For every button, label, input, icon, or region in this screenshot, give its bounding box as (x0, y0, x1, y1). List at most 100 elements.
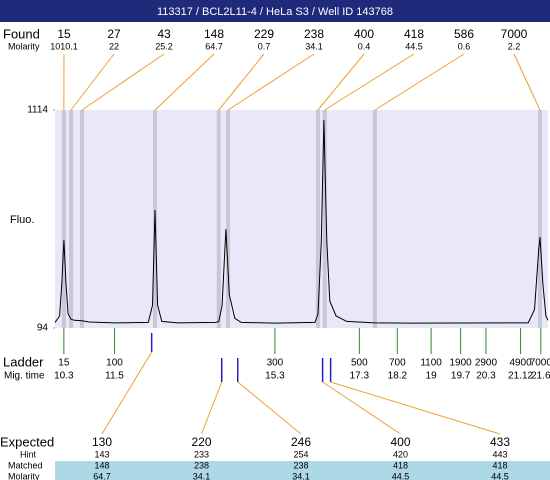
found-link (218, 53, 265, 111)
found-molarity: 34.1 (305, 41, 323, 51)
expected-matched: 238 (194, 460, 209, 470)
found-peak-band (315, 110, 320, 328)
found-size: 27 (107, 27, 121, 41)
found-molarity: 1010.1 (50, 41, 78, 51)
y-tick-label: 1114 (27, 105, 48, 116)
expected-size: 400 (390, 435, 410, 449)
y-tick-label: 94 (37, 323, 49, 334)
ladder-size: 100 (106, 358, 123, 369)
expected-hint: 420 (393, 449, 408, 459)
expected-hint: 233 (194, 449, 209, 459)
expected-matched: 238 (293, 460, 308, 470)
found-peak-band (372, 110, 377, 328)
ladder-time: 21.12 (508, 371, 533, 382)
found-size: 418 (404, 27, 424, 41)
found-size: 15 (57, 27, 71, 41)
expected-link (237, 381, 302, 435)
found-size: 238 (304, 27, 324, 41)
found-size: 43 (157, 27, 171, 41)
found-size: 148 (204, 27, 224, 41)
ladder-size: 4900 (509, 358, 532, 369)
found-link (81, 53, 165, 111)
expected-matched: 148 (94, 460, 109, 470)
found-link (70, 53, 115, 111)
ladder-time: 15.3 (265, 371, 285, 382)
expected-link (330, 381, 501, 435)
found-molarity: 22 (109, 41, 119, 51)
found-molarity: 0.7 (258, 41, 271, 51)
found-peak-band (322, 110, 327, 328)
ladder-time: 17.3 (350, 371, 370, 382)
found-link (317, 53, 365, 111)
mig-time-label: Mig. time (4, 371, 45, 382)
found-molarity: 44.5 (405, 41, 423, 51)
found-label: Found (3, 26, 40, 41)
ladder-size: 1900 (450, 358, 473, 369)
expected-hint: 143 (94, 449, 109, 459)
expected-link (101, 351, 153, 435)
title-bar (0, 0, 550, 22)
expected-molarity-label: Molarity (8, 471, 40, 480)
expected-molarity: 44.5 (491, 471, 509, 480)
ladder-label: Ladder (3, 354, 44, 369)
found-size: 7000 (501, 27, 528, 41)
ladder-size: 1100 (420, 358, 442, 369)
expected-hint: 254 (293, 449, 308, 459)
found-peak-band (61, 110, 66, 328)
ladder-size: 2900 (475, 358, 498, 369)
found-molarity: 64.7 (205, 41, 223, 51)
matched-row (55, 461, 550, 480)
found-size: 400 (354, 27, 374, 41)
ladder-time: 20.3 (476, 371, 496, 382)
expected-label: Expected (0, 434, 54, 449)
ladder-time: 18.2 (388, 371, 408, 382)
expected-molarity: 34.1 (292, 471, 310, 480)
ladder-time: 19.7 (451, 371, 471, 382)
found-molarity: 0.6 (458, 41, 471, 51)
ladder-size: 15 (58, 358, 70, 369)
expected-link (322, 381, 401, 435)
expected-size: 130 (92, 435, 112, 449)
ladder-time: 11.5 (105, 371, 124, 382)
found-molarity: 25.2 (155, 41, 173, 51)
expected-size: 246 (291, 435, 311, 449)
matched-label: Matched (8, 460, 43, 470)
title: 113317 / BCL2L11-4 / HeLa S3 / Well ID 1… (157, 6, 393, 18)
plot-area (55, 110, 548, 328)
expected-molarity: 64.7 (93, 471, 111, 480)
expected-hint: 443 (492, 449, 507, 459)
found-peak-band (69, 110, 74, 328)
found-size: 229 (254, 27, 274, 41)
found-link (374, 53, 465, 111)
found-link (227, 53, 315, 111)
found-peak-band (216, 110, 221, 328)
hint-label: Hint (20, 449, 37, 459)
ladder-time: 21.6 (531, 371, 550, 382)
expected-molarity: 34.1 (193, 471, 211, 480)
found-molarity: 2.2 (508, 41, 521, 51)
ladder-size: 300 (267, 358, 284, 369)
found-peak-band (537, 110, 542, 328)
found-size: 586 (454, 27, 474, 41)
expected-size: 220 (191, 435, 211, 449)
found-link (154, 53, 215, 111)
found-link (324, 53, 415, 111)
found-peak-band (80, 110, 85, 328)
found-molarity-label: Molarity (8, 41, 40, 51)
ladder-size: 7000 (530, 358, 550, 369)
y-axis-label: Fluo. (10, 214, 34, 226)
ladder-size: 700 (389, 358, 406, 369)
expected-size: 433 (490, 435, 510, 449)
expected-link (201, 381, 223, 435)
expected-matched: 418 (492, 460, 507, 470)
expected-molarity: 44.5 (392, 471, 410, 480)
ladder-size: 500 (351, 358, 368, 369)
found-peak-band (226, 110, 231, 328)
ladder-time: 10.3 (54, 371, 74, 382)
trace (54, 119, 549, 324)
ladder-time: 19 (426, 371, 438, 382)
expected-matched: 418 (393, 460, 408, 470)
found-link (513, 53, 541, 111)
found-molarity: 0.4 (358, 41, 371, 51)
